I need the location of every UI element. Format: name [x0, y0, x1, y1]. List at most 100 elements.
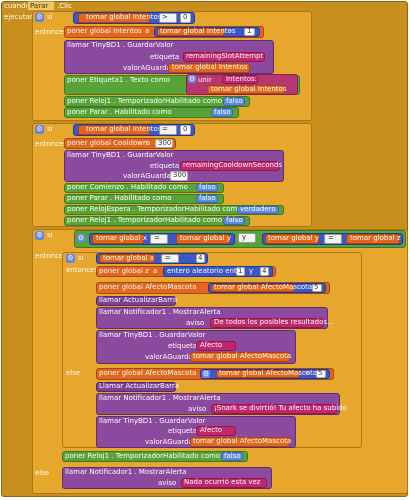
b3-minus-get-aff-label: tomar global AfectoMascota	[214, 283, 313, 291]
b2-wait-true[interactable]	[237, 206, 279, 214]
b3-inner-eq-dropdown[interactable]	[161, 254, 179, 263]
b3-inner-get-x[interactable]	[99, 254, 155, 263]
b1-num-one[interactable]	[244, 28, 255, 36]
b3-and-gear-icon[interactable]: ⚙	[77, 234, 85, 242]
b3-call-bar-2[interactable]	[96, 382, 176, 392]
b1-join-get[interactable]	[207, 85, 285, 94]
b3-call-bar-2-label: Llamar ActualizarBarra	[99, 382, 180, 390]
b3-call-alert-label: llamar Notificador1 . MostrarAlerta	[99, 308, 221, 316]
b3-set-clock-label: poner Reloj1 . TemporizadorHabilitado co…	[65, 452, 221, 460]
b3-call-bar[interactable]	[96, 296, 176, 306]
b3-msg-good[interactable]	[211, 404, 337, 414]
b1-store-value[interactable]	[168, 63, 250, 73]
b3-tag-value-2[interactable]	[196, 426, 236, 436]
b3-store-2-label: valorAGuardar	[145, 438, 196, 446]
b3-random-block[interactable]	[163, 266, 273, 277]
b2-stop-false[interactable]	[196, 195, 218, 203]
b1-join-gear-icon[interactable]: ⚙	[188, 75, 196, 83]
b3-set-z-a-label: a	[153, 267, 158, 275]
b2-num-zero[interactable]	[180, 125, 191, 135]
b3-set-afecto-plus-label: poner global AfectoMascota	[99, 369, 197, 377]
if-2-label: si	[47, 125, 53, 133]
b3-clock-false-label: falso	[224, 452, 241, 460]
b1-join-text-1[interactable]	[222, 75, 258, 84]
b1-num-zero[interactable]	[180, 13, 191, 23]
b3-aviso-3-label: aviso	[158, 479, 177, 487]
b3-tag-2-label: etiqueta	[168, 427, 198, 435]
b1-clock-false[interactable]	[223, 97, 245, 106]
b2-set-clock[interactable]	[64, 216, 250, 226]
b3-msg-bad[interactable]	[210, 318, 324, 328]
b1-a-label: a	[145, 27, 150, 35]
inner-if-gear-icon[interactable]: ⚙	[66, 254, 75, 263]
b3-tag-label: etiqueta	[168, 342, 198, 350]
b1-set-clock-label: poner Reloj1 . TemporizadorHabilitado co…	[67, 97, 223, 105]
b3-plus-five[interactable]	[316, 370, 326, 378]
b2-set-start[interactable]	[64, 183, 224, 193]
b3-store-value[interactable]	[190, 352, 290, 362]
b1-set-clock[interactable]	[64, 96, 250, 107]
b3-get-y2-label: tomar global y	[268, 234, 319, 242]
b3-store-label: valorAGuardar	[145, 353, 196, 361]
b3-store-value-2[interactable]	[190, 437, 290, 447]
b1-get-intentos-label: tomar global Intentos	[86, 13, 162, 21]
b3-get-x-label: tomar global x	[96, 234, 147, 242]
inner-else-label: else	[66, 369, 81, 377]
b3-get-y2[interactable]	[265, 234, 319, 244]
b1-minus-get[interactable]	[157, 28, 225, 36]
b1-stop-false-label: falso	[214, 108, 231, 116]
b3-get-x[interactable]	[92, 234, 144, 244]
b3-set-afecto-minus-label: poner global AfectoMascota	[99, 283, 197, 291]
b3-plus-gear-icon[interactable]: ⚙	[202, 370, 210, 378]
b2-set-start-label: poner Comienzo . Habilitado como	[67, 183, 188, 191]
b3-rand-min[interactable]	[236, 267, 245, 276]
b2-op-dropdown[interactable]	[159, 125, 177, 135]
b2-get-intentos[interactable]	[78, 125, 150, 135]
b3-call-tinydb-2-label: llamar TinyBD1 . GuardarValor	[99, 417, 206, 425]
if-2-gear-icon[interactable]: ⚙	[35, 125, 44, 134]
b1-minus-label: -	[229, 27, 232, 35]
b2-set-stop[interactable]	[64, 194, 224, 204]
b3-clock-false[interactable]	[221, 452, 243, 461]
b2-tag-value[interactable]	[180, 161, 280, 171]
b1-store-label: valorAGuardar	[123, 64, 174, 72]
b3-minus-label: -	[300, 283, 303, 291]
b2-tag-value-label: remainingCooldownSeconds	[183, 161, 283, 169]
b1-set-stop[interactable]	[64, 107, 239, 118]
b3-msg-none[interactable]	[181, 478, 267, 488]
b3-inner-num-label: 4	[198, 254, 203, 262]
b3-and-dropdown[interactable]	[238, 233, 256, 243]
b3-set-clock[interactable]	[62, 451, 248, 462]
b3-inner-eq-label: =	[165, 254, 171, 262]
event-component-dropdown[interactable]	[27, 1, 55, 11]
b1-join-get-label: tomar global Intentos	[211, 85, 287, 93]
b2-store-value[interactable]	[170, 171, 188, 181]
b3-store-value-label: tomar global AfectoMascota	[193, 352, 292, 360]
b1-stop-false[interactable]	[211, 108, 233, 117]
b3-minus-five[interactable]	[312, 284, 322, 292]
b1-num-zero-label: 0	[183, 13, 188, 21]
b3-minus-five-label: 5	[314, 283, 319, 291]
if-3-else-label: else	[35, 469, 50, 477]
b3-tag-value[interactable]	[196, 341, 236, 351]
b1-tag-value[interactable]	[183, 52, 265, 62]
if-1-gear-icon[interactable]: ⚙	[35, 13, 44, 22]
b3-minus-get-aff[interactable]	[211, 284, 295, 292]
b3-eq-dropdown[interactable]	[150, 234, 168, 244]
b2-set-wait[interactable]	[64, 205, 284, 215]
b3-aviso-2-label: aviso	[188, 405, 207, 413]
b2-clock-false[interactable]	[223, 217, 245, 225]
b3-rand-max[interactable]	[260, 267, 269, 276]
event-component-label: Parar	[30, 2, 49, 10]
if-3-gear-icon[interactable]: ⚙	[35, 231, 44, 240]
b3-plus-get-aff[interactable]	[216, 370, 300, 378]
b2-cool-value[interactable]	[155, 139, 173, 148]
b1-get-intentos[interactable]	[78, 13, 150, 23]
b3-eq2-dropdown[interactable]	[324, 234, 342, 244]
b3-get-y[interactable]	[176, 234, 230, 244]
b2-set-cooldown[interactable]	[64, 138, 176, 149]
b1-op-dropdown[interactable]	[159, 13, 177, 23]
b2-start-false[interactable]	[196, 184, 218, 192]
b3-get-z[interactable]	[346, 234, 400, 244]
b3-inner-num[interactable]	[196, 254, 205, 263]
